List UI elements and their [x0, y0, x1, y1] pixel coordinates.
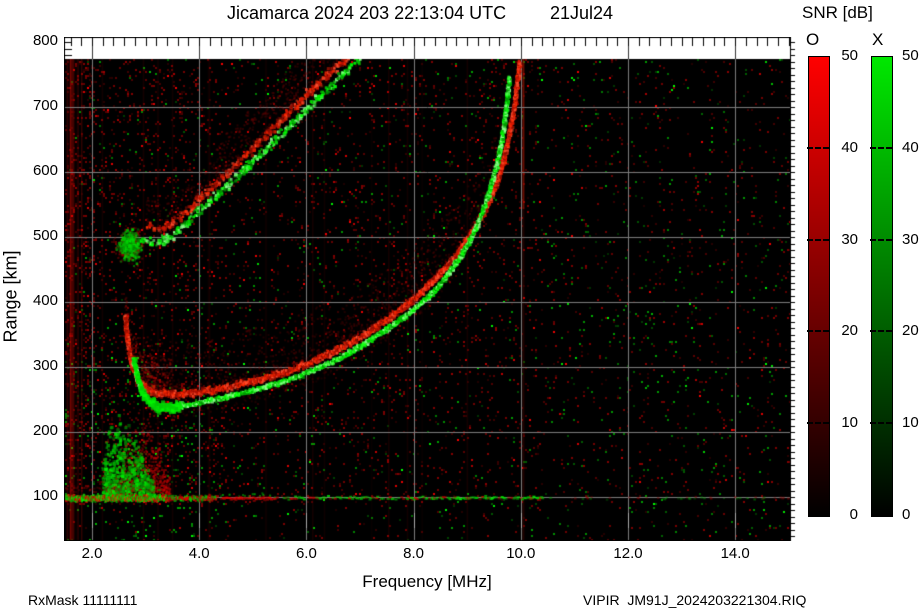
- colorbar-tick-dash: [870, 422, 892, 425]
- x-axis-tick-label: 14.0: [720, 545, 750, 562]
- footer-filename: VIPIR JM91J_2024203221304.RIQ: [583, 592, 807, 608]
- x-axis-tick-label: 10.0: [506, 545, 536, 562]
- plot-title: Jicamarca 2024 203 22:13:04 UTC: [227, 3, 507, 23]
- x-axis-tick-label: 12.0: [613, 545, 643, 562]
- colorbar-tick-dash: [870, 330, 892, 333]
- colorbar-x-tick-label: 50: [902, 47, 919, 64]
- colorbar-tick-dash: [807, 238, 829, 241]
- colorbar-tick-dash: [807, 422, 829, 425]
- colorbar-o-tick-label: 0: [849, 506, 858, 523]
- y-axis-tick-label: 700: [32, 97, 58, 114]
- y-axis-tick-label: 300: [32, 357, 58, 374]
- y-axis-tick-label: 800: [32, 32, 58, 49]
- colorbar-tick-dash: [870, 146, 892, 149]
- plot-date: 21Jul24: [550, 3, 614, 23]
- y-axis-tick-label: 100: [32, 487, 58, 504]
- colorbar-o-tick-label: 20: [841, 322, 858, 340]
- colorbar-tick-dash: [870, 238, 892, 241]
- colorbar-title: SNR [dB]: [802, 3, 873, 22]
- colorbar-o-tick-label: 50: [841, 47, 858, 64]
- colorbar-x-tick-label: 20: [902, 322, 919, 340]
- x-axis-tick-label: 6.0: [295, 545, 317, 562]
- y-axis-tick-label: 600: [32, 162, 58, 179]
- footer-rxmask: RxMask 11111111: [28, 592, 138, 608]
- y-axis-tick-label: 400: [32, 292, 58, 309]
- colorbar-x-tick-label: 30: [902, 230, 919, 248]
- colorbar-x-tick-label: 0: [902, 506, 911, 523]
- colorbar-tick-dash: [807, 330, 829, 333]
- colorbar-x-tick-label: 10: [902, 414, 919, 432]
- ionogram-canvas: [64, 37, 797, 541]
- colorbar-x-tick-label: 40: [902, 138, 919, 156]
- colorbar-o-tick-label: 30: [841, 230, 858, 248]
- colorbar-x-gradient: [871, 56, 893, 517]
- colorbar-tick-dash: [807, 146, 829, 149]
- colorbar-x-mode-label: X: [872, 30, 884, 49]
- colorbar-o-tick-label: 40: [841, 138, 858, 156]
- y-axis-tick-label: 200: [32, 422, 58, 439]
- x-axis-tick-label: 8.0: [403, 545, 425, 562]
- x-axis-tick-label: 2.0: [81, 545, 103, 562]
- colorbar-o-gradient: [808, 56, 830, 517]
- x-axis-tick-label: 4.0: [188, 545, 210, 562]
- x-axis-label: Frequency [MHz]: [362, 572, 492, 591]
- colorbar-o-mode-label: O: [806, 30, 820, 49]
- colorbar-o-tick-label: 10: [841, 414, 858, 432]
- y-axis-tick-label: 500: [32, 227, 58, 244]
